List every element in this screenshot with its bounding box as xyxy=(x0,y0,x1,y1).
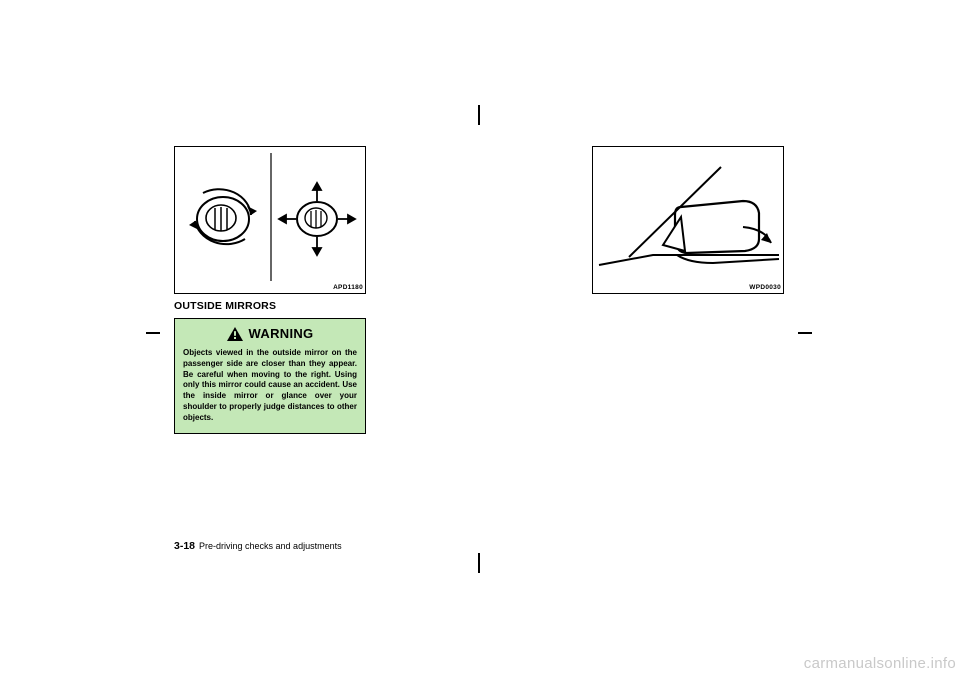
left-column: APD1180 OUTSIDE MIRRORS WARNING xyxy=(174,146,366,434)
crop-mark-left xyxy=(146,332,160,334)
crop-mark-top xyxy=(478,105,480,125)
crop-mark-bottom xyxy=(478,553,480,573)
watermark: carmanualsonline.info xyxy=(804,655,956,672)
folding-mirror-illustration xyxy=(593,147,785,295)
warning-header: WARNING xyxy=(183,326,357,341)
page-number: 3-18 xyxy=(174,540,195,552)
warning-box: WARNING Objects viewed in the outside mi… xyxy=(174,318,366,434)
crop-mark-right xyxy=(798,332,812,334)
section-heading: OUTSIDE MIRRORS xyxy=(174,300,366,312)
right-column: WPD0030 xyxy=(592,146,784,434)
page-footer: 3-18 Pre-driving checks and adjustments xyxy=(174,540,342,552)
figure-label-left: APD1180 xyxy=(333,284,363,291)
figure-folding-mirror: WPD0030 xyxy=(592,146,784,294)
mirror-control-illustration xyxy=(175,147,367,295)
page-content: APD1180 OUTSIDE MIRRORS WARNING xyxy=(174,146,784,556)
column-layout: APD1180 OUTSIDE MIRRORS WARNING xyxy=(174,146,784,434)
warning-title: WARNING xyxy=(249,326,314,341)
figure-label-right: WPD0030 xyxy=(749,284,781,291)
warning-triangle-icon xyxy=(227,327,243,341)
warning-body: Objects viewed in the outside mirror on … xyxy=(183,348,357,424)
manual-page: APD1180 OUTSIDE MIRRORS WARNING xyxy=(0,0,960,678)
footer-section-title: Pre-driving checks and adjustments xyxy=(199,541,342,551)
figure-mirror-control: APD1180 xyxy=(174,146,366,294)
